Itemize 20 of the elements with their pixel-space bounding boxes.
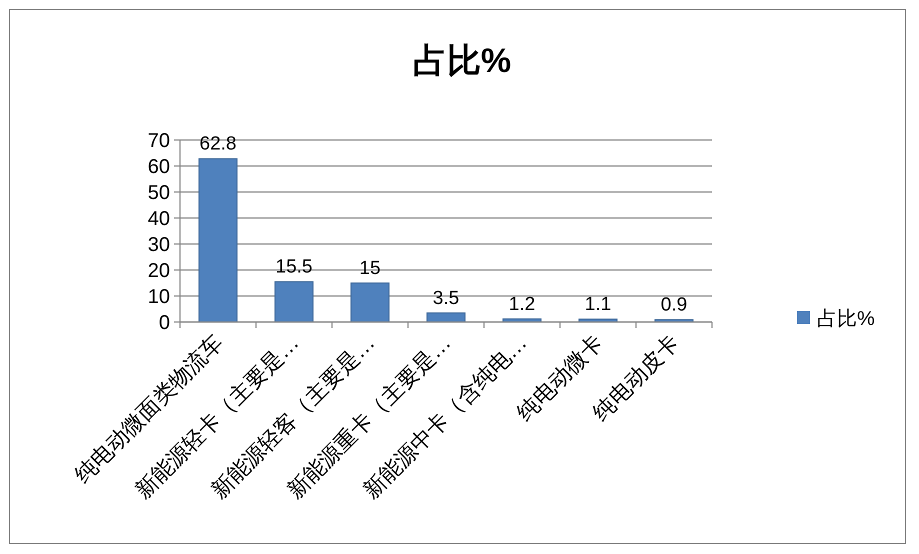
data-label: 1.1 [584, 294, 612, 316]
bar [350, 282, 390, 322]
bar [274, 281, 314, 322]
y-tick-label: 10 [148, 286, 170, 308]
y-tick-label: 20 [148, 260, 170, 282]
y-tick-label: 70 [148, 130, 170, 152]
bar [198, 158, 238, 322]
y-tick-label: 30 [148, 234, 170, 256]
y-tick-label: 40 [148, 208, 170, 230]
chart-title: 占比% [412, 42, 512, 80]
data-label: 62.8 [200, 134, 236, 155]
data-label: 3.5 [432, 288, 460, 309]
legend-label: 占比% [817, 308, 875, 330]
data-label: 1.2 [508, 294, 536, 315]
data-label: 15 [359, 258, 381, 279]
y-tick-label: 60 [148, 156, 170, 178]
y-tick-label: 50 [148, 182, 170, 204]
data-label: 15.5 [276, 256, 312, 278]
y-tick-label: 0 [158, 312, 170, 334]
data-label: 0.9 [660, 294, 688, 316]
